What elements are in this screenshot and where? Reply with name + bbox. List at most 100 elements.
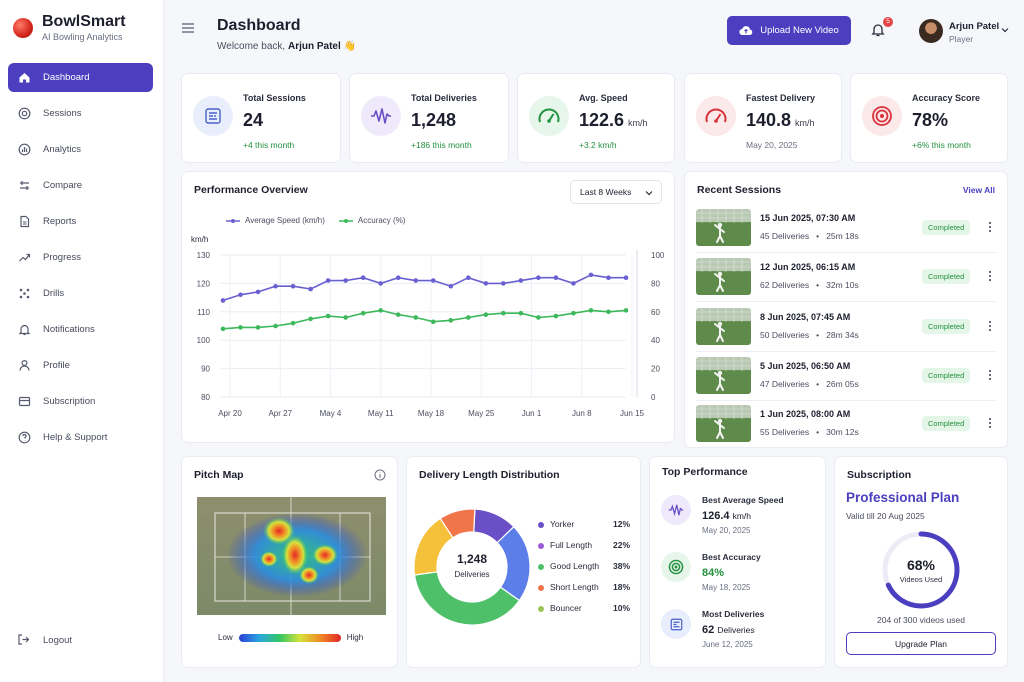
data-point[interactable] bbox=[325, 313, 331, 319]
data-point[interactable] bbox=[220, 298, 226, 303]
more-options-icon[interactable] bbox=[988, 221, 992, 233]
sidebar-item-subscription[interactable]: Subscription bbox=[8, 387, 153, 416]
upload-label: Upload New Video bbox=[760, 25, 839, 36]
data-point[interactable] bbox=[343, 315, 348, 320]
data-point[interactable] bbox=[483, 312, 489, 317]
data-point[interactable] bbox=[448, 283, 454, 289]
sidebar-item-reports[interactable]: Reports bbox=[8, 207, 153, 236]
menu-icon[interactable] bbox=[181, 22, 195, 34]
more-options-icon[interactable] bbox=[988, 270, 992, 282]
session-thumbnail[interactable] bbox=[696, 258, 751, 295]
data-point[interactable] bbox=[448, 318, 454, 323]
data-point[interactable] bbox=[466, 315, 471, 320]
session-row[interactable]: 12 Jun 2025, 06:15 AM 62 Deliveries • 32m 1… bbox=[696, 258, 996, 298]
sidebar-item-dashboard[interactable]: Dashboard bbox=[8, 63, 153, 92]
status-badge: Completed bbox=[922, 368, 971, 383]
sidebar-item-analytics[interactable]: Analytics bbox=[8, 135, 153, 164]
session-thumbnail[interactable] bbox=[696, 308, 751, 345]
avatar[interactable] bbox=[919, 19, 943, 43]
user-name[interactable]: Arjun Patel bbox=[949, 21, 1000, 32]
data-point[interactable] bbox=[536, 275, 541, 281]
data-point[interactable] bbox=[378, 308, 383, 313]
data-point[interactable] bbox=[290, 283, 296, 289]
data-point[interactable] bbox=[588, 308, 594, 313]
view-all-link[interactable]: View All bbox=[962, 185, 995, 195]
data-point[interactable] bbox=[360, 310, 366, 316]
sidebar-item-sessions[interactable]: Sessions bbox=[8, 99, 153, 128]
data-point[interactable] bbox=[395, 275, 401, 281]
logout-button[interactable]: Logout bbox=[17, 633, 72, 647]
data-point[interactable] bbox=[238, 325, 243, 330]
data-point[interactable] bbox=[273, 283, 278, 289]
data-point[interactable] bbox=[588, 272, 594, 278]
session-thumbnail[interactable] bbox=[696, 357, 751, 394]
data-point[interactable] bbox=[255, 289, 261, 295]
performance-overview-card: Performance Overview Last 8 Weeks Averag… bbox=[181, 171, 675, 443]
donut-slice[interactable] bbox=[413, 571, 521, 626]
session-row[interactable]: 5 Jun 2025, 06:50 AM 47 Deliveries • 26m 05… bbox=[696, 357, 996, 397]
chevron-down-icon[interactable] bbox=[1001, 27, 1009, 33]
data-point[interactable] bbox=[255, 325, 261, 330]
info-icon[interactable] bbox=[374, 469, 386, 481]
data-point[interactable] bbox=[623, 308, 629, 313]
data-point[interactable] bbox=[430, 319, 436, 325]
data-point[interactable] bbox=[483, 281, 489, 286]
session-row[interactable]: 15 Jun 2025, 07:30 AM 45 Deliveries • 25m 1… bbox=[696, 209, 996, 249]
data-point[interactable] bbox=[571, 310, 576, 316]
data-point[interactable] bbox=[430, 278, 436, 283]
more-options-icon[interactable] bbox=[988, 417, 992, 429]
y-tick-right: 20 bbox=[651, 365, 660, 374]
sidebar-item-progress[interactable]: Progress bbox=[8, 243, 153, 272]
data-point[interactable] bbox=[220, 326, 226, 332]
data-point[interactable] bbox=[343, 278, 348, 283]
data-point[interactable] bbox=[466, 275, 471, 281]
brand[interactable]: BowlSmart AI Bowling Analytics bbox=[13, 13, 126, 42]
range-select[interactable]: Last 8 Weeks bbox=[570, 180, 662, 204]
data-point[interactable] bbox=[238, 292, 243, 298]
data-point[interactable] bbox=[553, 313, 559, 319]
data-point[interactable] bbox=[395, 312, 401, 317]
data-point[interactable] bbox=[308, 286, 313, 292]
donut-slice[interactable] bbox=[439, 508, 476, 539]
data-point[interactable] bbox=[273, 323, 278, 329]
data-point[interactable] bbox=[501, 281, 506, 286]
cloud-upload-icon bbox=[739, 26, 753, 36]
data-point[interactable] bbox=[413, 315, 419, 320]
sidebar-item-label: Compare bbox=[43, 180, 83, 191]
status-badge: Completed bbox=[922, 220, 971, 235]
session-thumbnail[interactable] bbox=[696, 209, 751, 246]
notification-bell-icon[interactable] bbox=[871, 22, 885, 37]
legend-item-speed[interactable]: Average Speed (km/h) bbox=[226, 216, 325, 225]
sidebar-item-profile[interactable]: Profile bbox=[8, 351, 153, 380]
legend-item-accuracy[interactable]: Accuracy (%) bbox=[338, 216, 405, 225]
session-thumbnail[interactable] bbox=[696, 405, 751, 442]
data-point[interactable] bbox=[360, 275, 366, 281]
data-point[interactable] bbox=[308, 316, 313, 322]
data-point[interactable] bbox=[518, 278, 524, 283]
sidebar-item-compare[interactable]: Compare bbox=[8, 171, 153, 200]
data-point[interactable] bbox=[325, 278, 331, 283]
more-options-icon[interactable] bbox=[988, 320, 992, 332]
data-point[interactable] bbox=[606, 309, 611, 315]
data-point[interactable] bbox=[606, 275, 611, 281]
stat-card-total-deliveries: Total Deliveries 1,248 +186 this month bbox=[349, 73, 509, 163]
data-point[interactable] bbox=[553, 275, 559, 281]
sidebar-item-drills[interactable]: Drills bbox=[8, 279, 153, 308]
brand-name: BowlSmart bbox=[42, 13, 126, 30]
data-point[interactable] bbox=[571, 281, 576, 286]
more-options-icon[interactable] bbox=[988, 369, 992, 381]
upload-video-button[interactable]: Upload New Video bbox=[727, 16, 851, 45]
data-point[interactable] bbox=[378, 281, 383, 286]
data-point[interactable] bbox=[501, 310, 506, 316]
data-point[interactable] bbox=[290, 320, 296, 326]
data-point[interactable] bbox=[518, 310, 524, 316]
sidebar-item-help-support[interactable]: Help & Support bbox=[8, 423, 153, 452]
brand-subtitle: AI Bowling Analytics bbox=[42, 32, 123, 42]
data-point[interactable] bbox=[623, 275, 629, 281]
session-row[interactable]: 1 Jun 2025, 08:00 AM 55 Deliveries • 30m 12… bbox=[696, 405, 996, 445]
data-point[interactable] bbox=[536, 315, 541, 320]
upgrade-plan-button[interactable]: Upgrade Plan bbox=[846, 632, 996, 655]
session-row[interactable]: 8 Jun 2025, 07:45 AM 50 Deliveries • 28m 34… bbox=[696, 308, 996, 348]
sidebar-item-notifications[interactable]: Notifications bbox=[8, 315, 153, 344]
data-point[interactable] bbox=[413, 278, 419, 283]
